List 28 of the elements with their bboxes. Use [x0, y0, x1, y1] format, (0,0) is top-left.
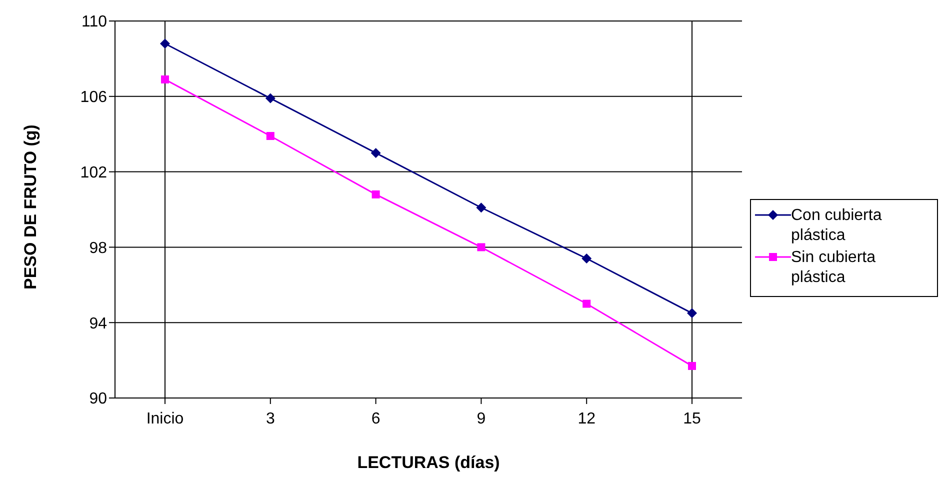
y-tick-label: 106 [80, 89, 108, 106]
y-tick-label: 110 [81, 14, 108, 31]
legend-label: Sin cubierta plástica [791, 248, 876, 288]
legend-label: Con cubierta plástica [791, 206, 883, 246]
y-tick-label: 90 [89, 390, 108, 408]
y-axis-title: PESO DE FRUTO (g) [21, 124, 40, 290]
point [582, 300, 591, 308]
x-tick-label: 12 [578, 410, 596, 428]
y-tick-label: 94 [89, 315, 108, 332]
point [160, 38, 170, 49]
y-tick-label: 98 [89, 240, 108, 257]
x-tick-label: Inicio [146, 410, 184, 428]
point [477, 243, 486, 252]
point [372, 190, 380, 198]
x-tick-label: 6 [371, 410, 380, 428]
point [370, 148, 381, 158]
x-tick-label: 15 [683, 410, 701, 428]
point [582, 254, 592, 264]
point [476, 202, 486, 213]
x-tick-label: 3 [266, 410, 275, 428]
point [265, 93, 276, 104]
point [161, 75, 169, 84]
y-tick-label: 102 [80, 164, 108, 182]
point [687, 308, 697, 318]
x-tick-label: 9 [476, 410, 486, 428]
x-axis-title: LECTURAS (días) [357, 453, 500, 472]
point [266, 132, 274, 140]
point [688, 362, 696, 370]
